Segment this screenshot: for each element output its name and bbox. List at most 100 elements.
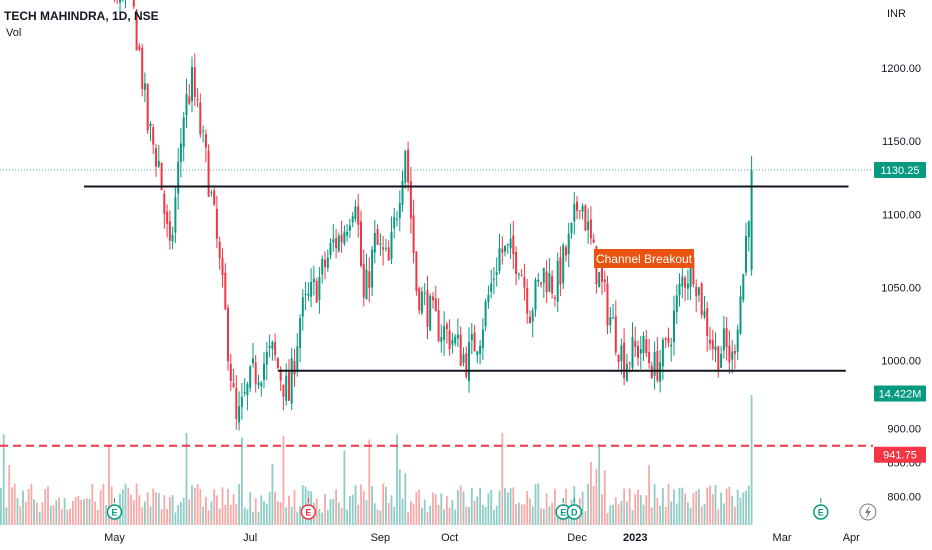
volume-bar	[648, 465, 650, 525]
candle-body	[290, 358, 293, 404]
candle-body	[143, 83, 146, 90]
event-marker-E[interactable]: E	[813, 498, 829, 520]
candle-body	[548, 273, 551, 292]
candle-body	[501, 248, 504, 253]
volume-bar	[667, 483, 670, 525]
candle	[639, 335, 642, 369]
event-circle[interactable]	[566, 504, 583, 520]
volume-bar	[210, 501, 213, 525]
volume-bar	[512, 487, 515, 525]
candle	[235, 375, 238, 430]
volume-bar	[443, 509, 445, 525]
volume-bar	[207, 510, 210, 525]
candle-body	[750, 170, 753, 270]
event-circle[interactable]	[106, 504, 123, 520]
volume-bar	[459, 485, 462, 525]
volume-bar	[628, 488, 631, 525]
candle	[476, 350, 479, 364]
volume-bar	[554, 488, 556, 525]
candle-body	[362, 263, 365, 298]
volume-bar	[673, 489, 675, 525]
volume-bar	[33, 499, 35, 525]
event-marker-flash[interactable]	[859, 503, 877, 521]
candle-body	[373, 233, 376, 253]
candle-body	[271, 341, 274, 349]
volume-bar	[121, 489, 124, 525]
candle-body	[589, 219, 592, 239]
event-label: D	[571, 508, 578, 518]
candle-body	[709, 340, 711, 344]
volume-bar	[670, 501, 673, 525]
candle-body	[171, 234, 174, 242]
candle-body	[448, 330, 451, 350]
volume-bar	[58, 497, 60, 525]
event-marker-D[interactable]: D	[566, 498, 583, 520]
volume-bar	[324, 494, 326, 525]
candle	[254, 354, 257, 393]
volume-bar	[495, 506, 498, 525]
volume-bar	[132, 500, 135, 525]
volume-bar	[27, 488, 30, 525]
candle	[506, 243, 509, 254]
volume-bar	[174, 512, 177, 525]
candle	[382, 236, 385, 266]
candle	[656, 336, 659, 383]
event-circle[interactable]	[813, 504, 829, 520]
volume-bar	[72, 500, 74, 525]
volume-bar	[191, 485, 193, 525]
candle	[166, 204, 169, 238]
candle	[592, 233, 595, 244]
candle-body	[443, 326, 446, 340]
annotation-text: Channel Breakout	[596, 252, 693, 266]
candle	[296, 333, 299, 377]
volume-bar	[526, 491, 529, 525]
volume-bar	[476, 496, 479, 525]
candle	[733, 344, 736, 369]
candle-body	[437, 310, 440, 342]
candle-body	[348, 225, 351, 231]
candle-body	[168, 221, 171, 241]
volume-bar	[404, 473, 407, 525]
candle-body	[240, 397, 243, 407]
volume-bar	[451, 500, 454, 525]
candle-body	[542, 268, 545, 283]
candle	[562, 242, 565, 289]
candle-body	[609, 317, 612, 325]
candle	[709, 326, 711, 351]
candle	[523, 263, 526, 301]
event-marker-E[interactable]: E	[300, 498, 317, 520]
candle-body	[714, 346, 717, 351]
volume-bar	[354, 485, 357, 525]
volume-bar	[299, 506, 301, 525]
volume-bar	[102, 483, 105, 525]
candle	[307, 282, 310, 302]
event-circle[interactable]	[300, 504, 317, 520]
candle-body	[301, 297, 304, 317]
candle-body	[581, 205, 584, 212]
volume-bar	[127, 487, 130, 525]
volume-bar	[398, 469, 401, 525]
volume-bar	[639, 495, 642, 525]
legend-symbol: TECH MAHINDRA, 1D, NSE	[4, 9, 159, 23]
candle	[454, 334, 457, 347]
candle-body	[534, 280, 537, 310]
candle-body	[512, 235, 515, 255]
candle	[459, 326, 462, 367]
volume-bar	[38, 512, 41, 525]
event-marker-E[interactable]: E	[106, 498, 123, 520]
x-tick-label: Sep	[371, 532, 391, 544]
candle	[238, 391, 241, 431]
candle	[573, 192, 576, 235]
candle	[634, 326, 637, 357]
candle	[288, 359, 290, 401]
last-price-tag: 1130.25	[874, 162, 926, 179]
candle-body	[686, 283, 689, 289]
y-tick-label: 1000.00	[881, 356, 921, 368]
channel-lines	[83, 185, 849, 372]
candle-body	[340, 234, 343, 243]
volume-bar	[188, 499, 191, 525]
candle-body	[160, 162, 163, 191]
volume-bar	[16, 498, 19, 525]
candle-body	[318, 277, 321, 300]
